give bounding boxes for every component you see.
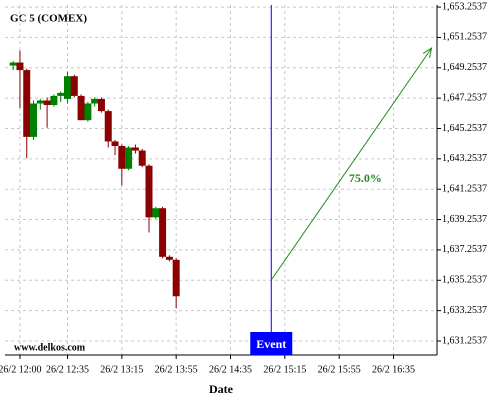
- y-tick-label: 1,639.2537: [442, 214, 487, 225]
- x-tick-label: 26/2 13:15: [100, 364, 143, 375]
- candle-body: [111, 141, 119, 147]
- candle-body: [84, 103, 92, 121]
- candle-body: [118, 146, 126, 169]
- arrow-label: 75.0%: [349, 171, 382, 185]
- candle-body: [70, 76, 78, 96]
- candle-body: [165, 256, 173, 260]
- x-tick-label: 26/2 13:55: [155, 364, 198, 375]
- y-tick-label: 1,643.2537: [442, 153, 487, 164]
- candle-body: [125, 147, 133, 169]
- event-box: [250, 332, 293, 355]
- y-tick-label: 1,633.2537: [442, 305, 487, 316]
- arrow-head: [422, 47, 433, 58]
- y-tick-label: 1,631.2537: [442, 335, 487, 346]
- candle-body: [145, 165, 153, 218]
- candle-body: [172, 259, 180, 297]
- candle-body: [138, 150, 146, 166]
- candle-body: [30, 103, 38, 137]
- candle-body: [104, 111, 112, 142]
- chart-title: GC 5 (COMEX): [10, 13, 87, 25]
- x-tick-label: 26/2 14:35: [209, 364, 252, 375]
- event-label: Event: [256, 337, 286, 351]
- candle-body: [50, 95, 58, 106]
- y-tick-label: 1,641.2537: [442, 183, 487, 194]
- candle-body: [97, 98, 105, 112]
- x-axis-label: Date: [209, 382, 234, 396]
- candle-body: [91, 98, 99, 104]
- candle-body: [152, 208, 160, 218]
- candle-body: [43, 100, 51, 106]
- candle-body: [131, 147, 139, 151]
- candle-body: [77, 95, 85, 121]
- x-tick-label: 26/2 16:35: [372, 364, 415, 375]
- candle-body: [159, 208, 167, 257]
- arrow-line: [270, 47, 432, 281]
- x-tick-label: 26/2 15:15: [263, 364, 306, 375]
- candle-body: [16, 62, 24, 71]
- y-tick-label: 1,637.2537: [442, 244, 487, 255]
- y-tick-label: 1,651.2537: [442, 32, 487, 43]
- x-tick-label: 26/2 15:55: [318, 364, 361, 375]
- candle-body: [36, 100, 44, 104]
- candle-body: [57, 92, 65, 96]
- candle-body: [23, 70, 31, 137]
- candle-body: [9, 62, 17, 66]
- candle-body: [63, 76, 71, 99]
- y-tick-label: 1,635.2537: [442, 275, 487, 286]
- watermark: www.delkos.com: [14, 342, 86, 353]
- x-tick-label: 26/2 12:00: [0, 364, 41, 375]
- y-tick-label: 1,647.2537: [442, 92, 487, 103]
- y-tick-label: 1,649.2537: [442, 62, 487, 73]
- x-tick-label: 26/2 12:35: [46, 364, 89, 375]
- y-tick-label: 1,653.2537: [442, 1, 487, 12]
- y-tick-label: 1,645.2537: [442, 123, 487, 134]
